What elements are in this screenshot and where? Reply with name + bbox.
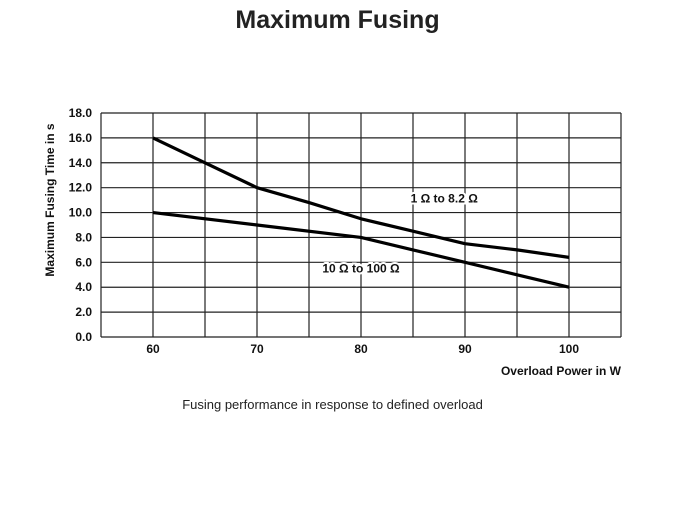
x-tick-label: 80 bbox=[354, 342, 368, 356]
series-label-1: 1 Ω to 8.2 Ω bbox=[411, 192, 479, 206]
x-tick-label: 100 bbox=[559, 342, 579, 356]
chart-caption: Fusing performance in response to define… bbox=[182, 397, 483, 412]
series-line-2 bbox=[152, 210, 570, 289]
y-tick-label: 14.0 bbox=[69, 156, 93, 170]
x-axis-label: Overload Power in W bbox=[501, 364, 622, 378]
y-tick-label: 4.0 bbox=[75, 280, 92, 294]
slide-title: Maximum Fusing bbox=[235, 6, 440, 34]
y-axis-label: Maximum Fusing Time in s bbox=[43, 123, 57, 276]
y-tick-label: 6.0 bbox=[75, 255, 92, 269]
y-tick-label: 18.0 bbox=[69, 106, 93, 120]
y-tick-label: 0.0 bbox=[75, 330, 92, 344]
x-tick-label: 60 bbox=[146, 342, 160, 356]
series-line-1 bbox=[152, 136, 570, 259]
x-tick-label: 90 bbox=[458, 342, 472, 356]
x-tick-label: 70 bbox=[250, 342, 264, 356]
y-tick-label: 8.0 bbox=[75, 230, 92, 244]
y-tick-label: 10.0 bbox=[69, 206, 93, 220]
y-tick-label: 2.0 bbox=[75, 305, 92, 319]
series-label-2: 10 Ω to 100 Ω bbox=[322, 261, 400, 275]
y-tick-label: 12.0 bbox=[69, 181, 93, 195]
y-tick-label: 16.0 bbox=[69, 131, 93, 145]
